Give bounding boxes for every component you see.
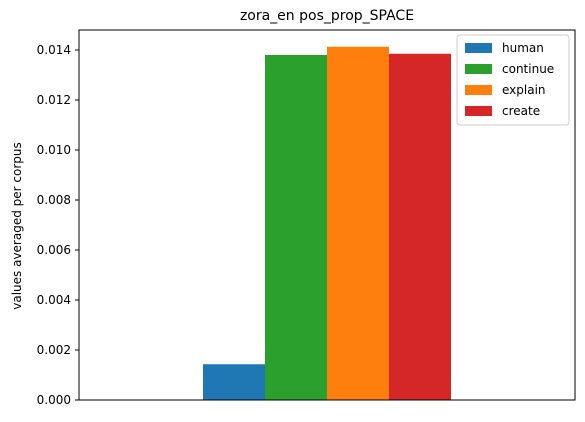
y-tick-label: 0.010 xyxy=(37,143,71,157)
y-tick-label: 0.006 xyxy=(37,243,71,257)
bar-explain xyxy=(327,46,389,400)
y-axis-ticks: 0.000 0.002 0.004 0.006 0.008 0.010 0.012 0.014 xyxy=(37,43,79,407)
legend-label-human: human xyxy=(502,41,544,55)
legend-swatch-explain xyxy=(465,85,492,95)
bar-create xyxy=(389,53,451,400)
y-tick-label: 0.012 xyxy=(37,93,71,107)
legend-swatch-human xyxy=(465,43,492,53)
legend-swatch-continue xyxy=(465,64,492,74)
bars-layer xyxy=(203,46,451,400)
y-tick-label: 0.014 xyxy=(37,43,71,57)
y-tick-label: 0.002 xyxy=(37,343,71,357)
legend-label-create: create xyxy=(502,104,540,118)
bar-human xyxy=(203,364,265,400)
legend-swatch-create xyxy=(465,106,492,116)
legend-label-continue: continue xyxy=(502,62,554,76)
y-tick-label: 0.004 xyxy=(37,293,71,307)
y-tick-label: 0.000 xyxy=(37,393,71,407)
plot-frame xyxy=(78,29,576,401)
legend-box xyxy=(456,34,570,126)
y-axis-label: values averaged per corpus xyxy=(10,142,24,310)
legend-label-explain: explain xyxy=(502,83,546,97)
chart-title: zora_en pos_prop_SPACE xyxy=(240,8,414,24)
y-tick-label: 0.008 xyxy=(37,193,71,207)
legend: human continue explain create xyxy=(456,34,570,126)
bar-continue xyxy=(265,55,327,400)
